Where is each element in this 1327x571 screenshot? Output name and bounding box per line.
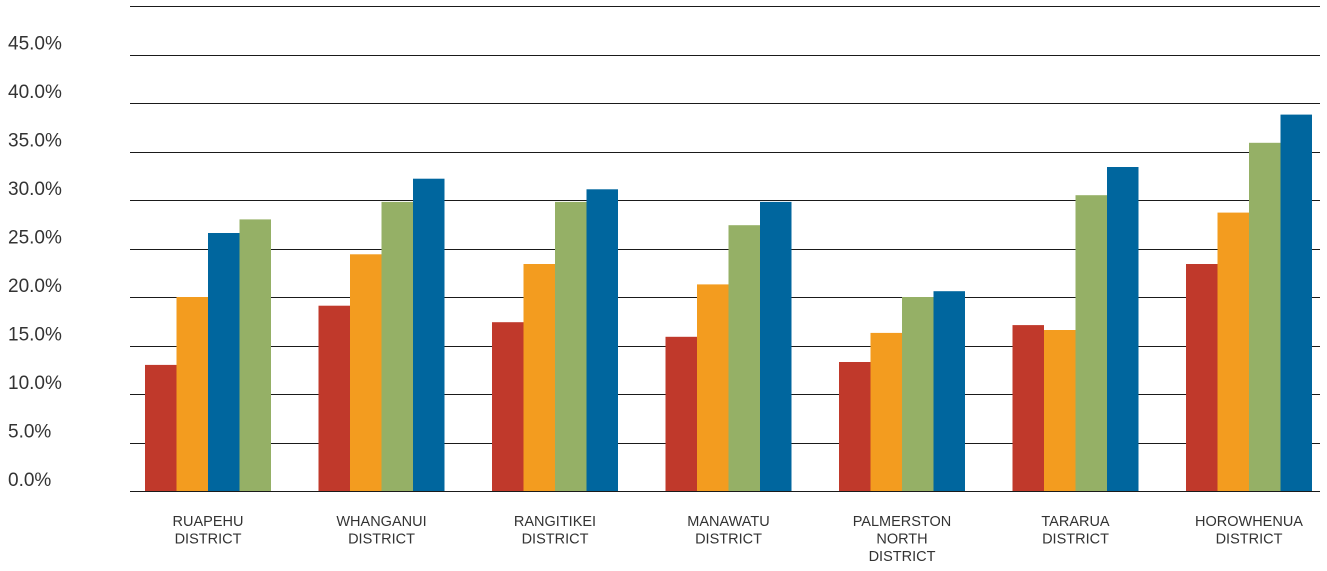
bar [1249,142,1281,492]
x-category-label: WHANGANUI DISTRICT [336,514,426,548]
y-tick-label: 25.0% [8,228,62,249]
x-category-label: RANGITIKEI DISTRICT [514,514,596,548]
y-tick-label: 45.0% [8,34,62,55]
bar [1044,330,1076,491]
bars [145,114,1312,492]
bar [1075,195,1107,491]
y-tick-label: 10.0% [8,373,62,394]
bar [870,332,902,491]
bar [933,291,965,491]
x-category-label: HOROWHENUA DISTRICT [1195,514,1303,548]
bar [239,219,271,491]
x-category-label: TARARUA DISTRICT [1041,514,1110,548]
x-category-label: MANAWATU DISTRICT [687,514,769,548]
x-category-label: RUAPEHU DISTRICT [173,514,244,548]
bar [318,305,350,491]
bar [555,201,587,491]
bar [728,225,760,491]
y-tick-label: 15.0% [8,325,62,346]
bar [586,189,618,492]
bar [1186,264,1218,491]
y-tick-label: 40.0% [8,82,62,103]
bar [492,322,524,491]
bar [413,178,445,491]
bar [208,233,240,491]
x-axis-category-labels: RUAPEHU DISTRICT WHANGANUI DISTRICT RANGITIK… [173,514,1304,565]
bar [523,264,555,491]
bar [1280,114,1312,491]
x-category-label: PALMERSTON NORTH DISTRICT [853,514,952,565]
bar [665,336,697,491]
bar [902,297,934,491]
y-tick-label: 20.0% [8,276,62,297]
bar [1107,167,1139,491]
bar [176,297,208,491]
y-tick-label: 30.0% [8,179,62,200]
bar [381,201,413,491]
y-tick-label: 5.0% [8,422,51,443]
bar [1012,325,1044,491]
y-axis-tick-labels: 0.0% 5.0% 10.0% 15.0% 20.0% 25.0% 30.0% 35.0% 40… [8,34,62,492]
bar [350,254,382,491]
y-tick-label: 0.0% [8,470,51,491]
bar [697,284,729,491]
y-tick-label: 35.0% [8,131,62,152]
bar [145,364,177,491]
bar [1217,212,1249,491]
bar [760,201,792,491]
bar [839,362,871,491]
